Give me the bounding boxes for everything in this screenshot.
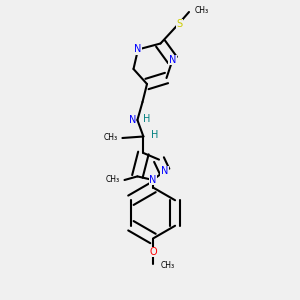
Text: N: N [128,115,136,125]
Text: CH₃: CH₃ [106,175,120,184]
Text: N: N [134,44,142,55]
Text: H: H [151,130,158,140]
Text: S: S [176,19,182,29]
Text: CH₃: CH₃ [195,6,209,15]
Text: H: H [143,113,150,124]
Text: N: N [161,166,168,176]
Text: CH₃: CH₃ [104,133,118,142]
Text: N: N [149,175,157,185]
Text: CH₃: CH₃ [160,261,175,270]
Text: O: O [149,247,157,257]
Text: N: N [169,55,176,65]
